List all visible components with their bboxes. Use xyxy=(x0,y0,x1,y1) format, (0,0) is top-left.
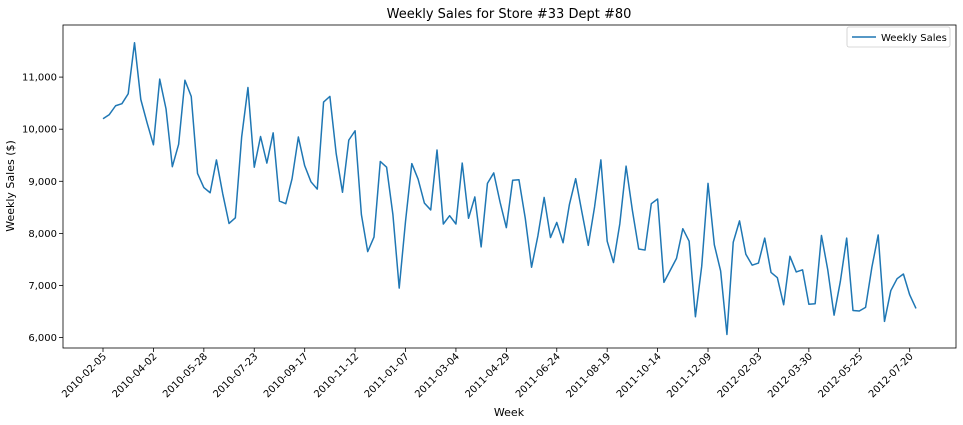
x-tick-label: 2011-01-07 xyxy=(363,351,412,400)
series-layer xyxy=(102,41,917,336)
plot-area xyxy=(62,24,957,349)
y-axis: 6,000 7,000 8,000 9,000 10,000 11,000 xyxy=(22,73,63,344)
chart-title: Weekly Sales for Store #33 Dept #80 xyxy=(387,7,632,22)
y-tick-label: 10,000 xyxy=(22,125,57,136)
x-tick-label: 2010-09-17 xyxy=(262,351,311,400)
x-axis-label: Week xyxy=(494,406,525,419)
x-tick-label: 2012-03-30 xyxy=(766,351,815,400)
series-line-weekly-sales xyxy=(102,41,917,336)
x-tick-label: 2010-05-28 xyxy=(161,351,210,400)
legend-box xyxy=(846,26,951,48)
x-tick-label: 2012-02-03 xyxy=(716,351,765,400)
y-tick-label: 6,000 xyxy=(28,333,57,344)
x-tick-label: 2012-07-20 xyxy=(867,351,916,400)
x-tick-label: 2010-11-12 xyxy=(312,351,361,400)
x-tick-label: 2011-08-19 xyxy=(564,351,613,400)
y-axis-label: Weekly Sales ($) xyxy=(4,140,17,232)
x-axis: 2010-02-05 2010-04-02 2010-05-28 2010-07-23… xyxy=(60,348,916,400)
x-tick-label: 2011-03-04 xyxy=(413,351,462,400)
y-tick-label: 9,000 xyxy=(28,177,57,188)
y-tick-label: 8,000 xyxy=(28,229,57,240)
y-tick-label: 7,000 xyxy=(28,281,57,292)
x-tick-label: 2010-04-02 xyxy=(111,351,160,400)
x-tick-label: 2011-06-24 xyxy=(514,351,563,400)
legend-label: Weekly Sales xyxy=(881,33,947,44)
legend: Weekly Sales xyxy=(846,26,951,48)
x-tick-label: 2012-05-25 xyxy=(817,351,866,400)
x-tick-label: 2011-10-14 xyxy=(615,351,664,400)
x-tick-label: 2011-04-29 xyxy=(464,351,513,400)
x-tick-label: 2010-07-23 xyxy=(211,351,260,400)
x-tick-label: 2010-02-05 xyxy=(60,351,109,400)
x-tick-label: 2011-12-09 xyxy=(665,351,714,400)
y-tick-label: 11,000 xyxy=(22,73,57,84)
